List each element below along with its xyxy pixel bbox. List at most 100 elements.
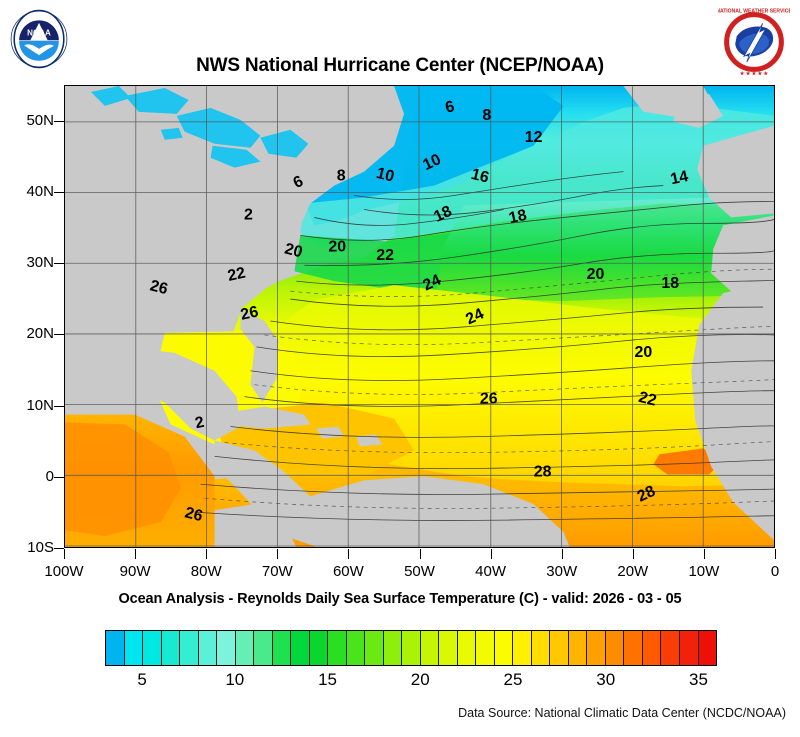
contour-label: 18 — [507, 207, 528, 227]
x-tick-label: 40W — [475, 563, 507, 580]
colorbar-cell — [642, 631, 662, 665]
chart-caption: Ocean Analysis - Reynolds Daily Sea Surf… — [118, 591, 682, 607]
colorbar-cell — [457, 631, 477, 665]
colorbar-cell — [272, 631, 292, 665]
colorbar-tick-label: 30 — [596, 670, 616, 689]
colorbar-tick-label: 20 — [410, 670, 430, 689]
colorbar-cell — [291, 631, 310, 665]
x-tick — [775, 549, 776, 559]
noaa-logo: NOAA — [10, 9, 68, 69]
colorbar-cell — [550, 631, 569, 665]
contour-label: 12 — [525, 129, 543, 146]
y-tick-label: 0 — [45, 467, 54, 485]
colorbar-cell — [568, 631, 588, 665]
colorbar-cell — [161, 631, 181, 665]
y-tick — [54, 191, 64, 193]
x-tick-label: 60W — [332, 563, 364, 580]
contour-label: 8 — [482, 107, 491, 124]
colorbar-cell — [180, 631, 199, 665]
x-tick-label: 80W — [190, 563, 222, 580]
colorbar-cell — [439, 631, 458, 665]
colorbar-cell — [198, 631, 218, 665]
contour-label: 26 — [148, 277, 169, 298]
colorbar-cell — [328, 631, 347, 665]
colorbar-cell — [476, 631, 495, 665]
contour-label: 26 — [239, 303, 260, 323]
contour-label: 2 — [244, 206, 253, 223]
x-tick-label: 100W — [44, 563, 84, 580]
colorbar-tick-label: 15 — [318, 670, 337, 689]
nws-logo: NATIONAL WEATHER SERVICE ★ ★ ★ ★ ★ — [718, 8, 790, 77]
colorbar-tick-label: 10 — [225, 670, 245, 689]
y-tick — [54, 476, 64, 478]
contour-label: 28 — [534, 463, 552, 480]
colorbar-cell — [531, 631, 551, 665]
x-tick-label: 30W — [546, 563, 578, 580]
contour-label: 6 — [444, 98, 456, 116]
contour-label: 22 — [226, 265, 247, 285]
contour-label: 14 — [669, 168, 690, 188]
colorbar-legend — [105, 630, 717, 666]
y-tick — [54, 120, 64, 122]
x-tick — [206, 549, 208, 559]
x-tick — [135, 549, 137, 559]
contour-label: 20 — [634, 344, 652, 361]
colorbar-cell — [217, 631, 236, 665]
contour-label: 2 — [194, 414, 206, 432]
contour-label: 16 — [469, 166, 490, 187]
colorbar-cell — [624, 631, 643, 665]
y-tick-label: 20N — [26, 325, 54, 343]
x-tick — [703, 549, 705, 559]
colorbar-cell — [605, 631, 625, 665]
contour-label: 18 — [661, 275, 679, 292]
x-tick-label: 50W — [404, 563, 435, 580]
x-tick — [419, 549, 421, 559]
colorbar-cell — [420, 631, 440, 665]
colorbar-cell — [346, 631, 366, 665]
colorbar-cell — [235, 631, 255, 665]
colorbar-cell — [402, 631, 421, 665]
colorbar-cell — [494, 631, 514, 665]
y-tick — [54, 263, 64, 265]
contour-label: 22 — [637, 389, 658, 410]
svg-text:NATIONAL WEATHER SERVICE: NATIONAL WEATHER SERVICE — [718, 8, 790, 14]
colorbar-cell — [254, 631, 273, 665]
contour-label: 24 — [420, 272, 443, 295]
colorbar-cell — [679, 631, 699, 665]
contour-label: 28 — [635, 483, 658, 506]
page-title: NWS National Hurricane Center (NCEP/NOAA… — [196, 55, 604, 76]
contour-label: 8 — [337, 168, 346, 185]
x-tick-label: 90W — [119, 563, 151, 580]
colorbar-cell — [383, 631, 403, 665]
y-tick — [54, 334, 64, 336]
contour-label: 20 — [587, 266, 605, 283]
data-source-note: Data Source: National Climatic Data Cent… — [458, 706, 786, 720]
x-tick — [561, 549, 563, 559]
colorbar-cell — [661, 631, 680, 665]
y-tick-label: 50N — [26, 111, 54, 129]
x-tick — [348, 549, 350, 559]
contour-label: 10 — [375, 165, 396, 186]
x-tick — [632, 549, 634, 559]
y-tick — [54, 405, 64, 407]
contour-label: 24 — [463, 305, 486, 328]
svg-text:NOAA: NOAA — [27, 28, 51, 37]
colorbar-cell — [365, 631, 384, 665]
x-tick — [277, 549, 279, 559]
svg-text:★ ★ ★ ★ ★: ★ ★ ★ ★ ★ — [740, 71, 769, 77]
x-tick-label: 0 — [770, 563, 780, 580]
x-tick-label: 70W — [261, 563, 293, 580]
x-tick-label: 10W — [688, 563, 720, 580]
contour-label: 20 — [328, 238, 346, 255]
colorbar-cell — [124, 631, 144, 665]
x-tick — [64, 549, 65, 559]
contour-label: 26 — [480, 391, 498, 408]
y-tick-label: 10S — [27, 539, 54, 556]
contour-label: 20 — [283, 241, 304, 262]
y-tick-label: 10N — [26, 396, 54, 414]
colorbar-cell — [106, 631, 125, 665]
colorbar-tick-label: 5 — [137, 670, 147, 689]
y-tick-label: 30N — [26, 254, 54, 272]
